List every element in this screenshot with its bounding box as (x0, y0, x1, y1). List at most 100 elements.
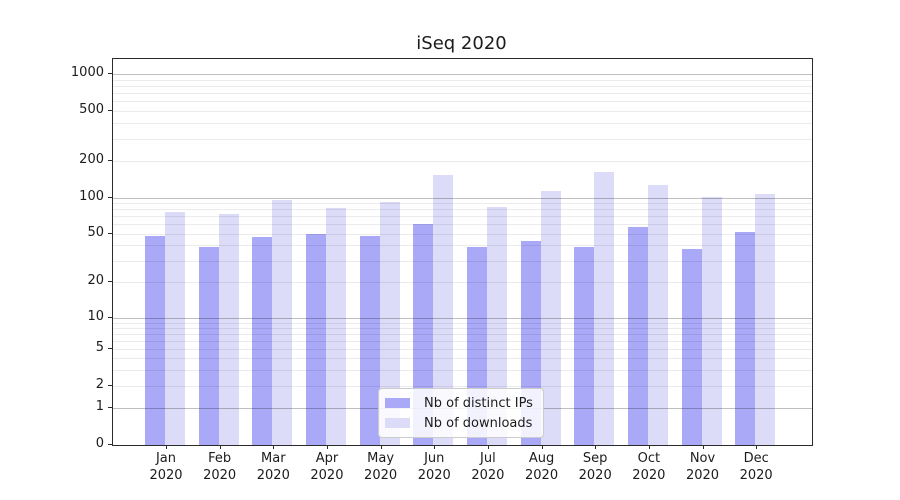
bar-downloads (540, 190, 561, 445)
y-tick-label: 1 (95, 398, 104, 414)
x-tick-mark (273, 445, 275, 449)
bar-downloads (486, 206, 507, 445)
bar-downloads (325, 207, 346, 445)
bar-downloads (272, 200, 293, 445)
bar-downloads (594, 172, 615, 445)
x-tick-mark (756, 445, 758, 449)
x-tick-label: Nov 2020 (685, 451, 720, 483)
bar-distinct-ips (198, 246, 219, 445)
y-tick-mark (108, 348, 112, 349)
gridline (113, 111, 812, 112)
y-tick-label: 500 (79, 102, 104, 117)
gridline (113, 333, 812, 335)
x-tick-mark (166, 445, 167, 449)
gridline (113, 322, 812, 324)
gridline (113, 160, 812, 162)
y-tick-mark (108, 110, 112, 111)
legend-item-distinct-ips: Nb of distinct IPs (385, 394, 543, 413)
bar-distinct-ips (305, 233, 326, 445)
y-tick-label: 20 (87, 273, 104, 288)
gridline (113, 260, 812, 262)
y-tick-label: 1000 (70, 65, 104, 80)
x-tick-label: Mar 2020 (256, 451, 290, 483)
gridline (113, 209, 812, 211)
y-tick-label: 0 (95, 436, 104, 451)
y-tick-label: 5 (95, 340, 104, 355)
x-tick-mark (541, 445, 543, 449)
plot-area: Nb of distinct IPs Nb of downloads (112, 58, 813, 446)
legend-item-downloads: Nb of downloads (385, 414, 543, 433)
x-tick-label: Oct 2020 (632, 451, 666, 483)
gridline (113, 349, 812, 350)
gridline (113, 245, 812, 247)
gridline (113, 327, 812, 329)
bar-downloads (165, 211, 185, 445)
y-tick-mark (108, 159, 112, 161)
bar-distinct-ips (735, 232, 756, 445)
x-tick-label: Feb 2020 (203, 451, 237, 483)
bar-downloads (701, 196, 722, 445)
legend-swatch-downloads (385, 418, 410, 428)
y-tick-mark (108, 281, 112, 282)
y-tick-mark (108, 406, 112, 408)
y-tick-label: 10 (87, 309, 104, 324)
y-tick-label: 200 (79, 151, 104, 167)
x-tick-mark (434, 445, 436, 449)
gridline (113, 224, 812, 226)
gridline (113, 340, 812, 342)
x-tick-label: Jan 2020 (149, 451, 183, 483)
y-tick-mark (108, 196, 112, 198)
gridline (113, 85, 812, 87)
x-tick-label: Apr 2020 (310, 451, 344, 483)
bar-downloads (647, 184, 668, 445)
x-tick-mark (702, 445, 704, 449)
bar-distinct-ips (574, 246, 595, 445)
bar-distinct-ips (681, 249, 702, 445)
y-tick-label: 50 (87, 224, 104, 240)
y-tick-mark (108, 232, 112, 234)
x-tick-mark (380, 445, 382, 449)
gridline (113, 386, 812, 387)
gridline (113, 138, 812, 140)
gridline (113, 197, 812, 199)
legend-label-downloads: Nb of downloads (424, 415, 533, 431)
gridline (113, 93, 812, 95)
x-tick-label: Dec 2020 (739, 451, 773, 483)
gridline (113, 74, 812, 75)
x-tick-label: Aug 2020 (525, 451, 559, 483)
gridline (113, 79, 812, 81)
bar-downloads (379, 201, 400, 445)
gridline (113, 202, 812, 204)
gridline (113, 358, 812, 359)
x-tick-mark (487, 445, 489, 449)
y-tick-mark (108, 73, 112, 74)
x-tick-mark (595, 445, 597, 449)
gridline (113, 282, 812, 283)
y-tick-label: 2 (95, 377, 104, 392)
x-tick-mark (326, 445, 328, 449)
bar-downloads (433, 175, 454, 445)
gridline (113, 123, 812, 125)
bar-distinct-ips (252, 236, 273, 445)
gridline (113, 318, 812, 319)
y-tick-mark (108, 444, 112, 445)
x-tick-mark (219, 445, 221, 449)
x-tick-label: Jul 2020 (471, 451, 505, 483)
bar-distinct-ips (145, 235, 165, 445)
bar-downloads (218, 213, 239, 445)
gridline (113, 216, 812, 218)
bar-downloads (755, 193, 776, 445)
legend-swatch-distinct-ips (385, 398, 410, 408)
legend-label-distinct-ips: Nb of distinct IPs (424, 395, 533, 411)
y-tick-mark (108, 317, 112, 318)
gridline (113, 369, 812, 371)
x-tick-mark (648, 445, 650, 449)
x-tick-label: May 2020 (364, 451, 398, 483)
y-tick-label: 100 (79, 188, 104, 204)
gridline (113, 101, 812, 103)
legend: Nb of distinct IPs Nb of downloads (378, 388, 544, 438)
chart-title: iSeq 2020 (416, 33, 507, 54)
x-tick-label: Sep 2020 (578, 451, 612, 483)
bar-distinct-ips (627, 226, 648, 445)
